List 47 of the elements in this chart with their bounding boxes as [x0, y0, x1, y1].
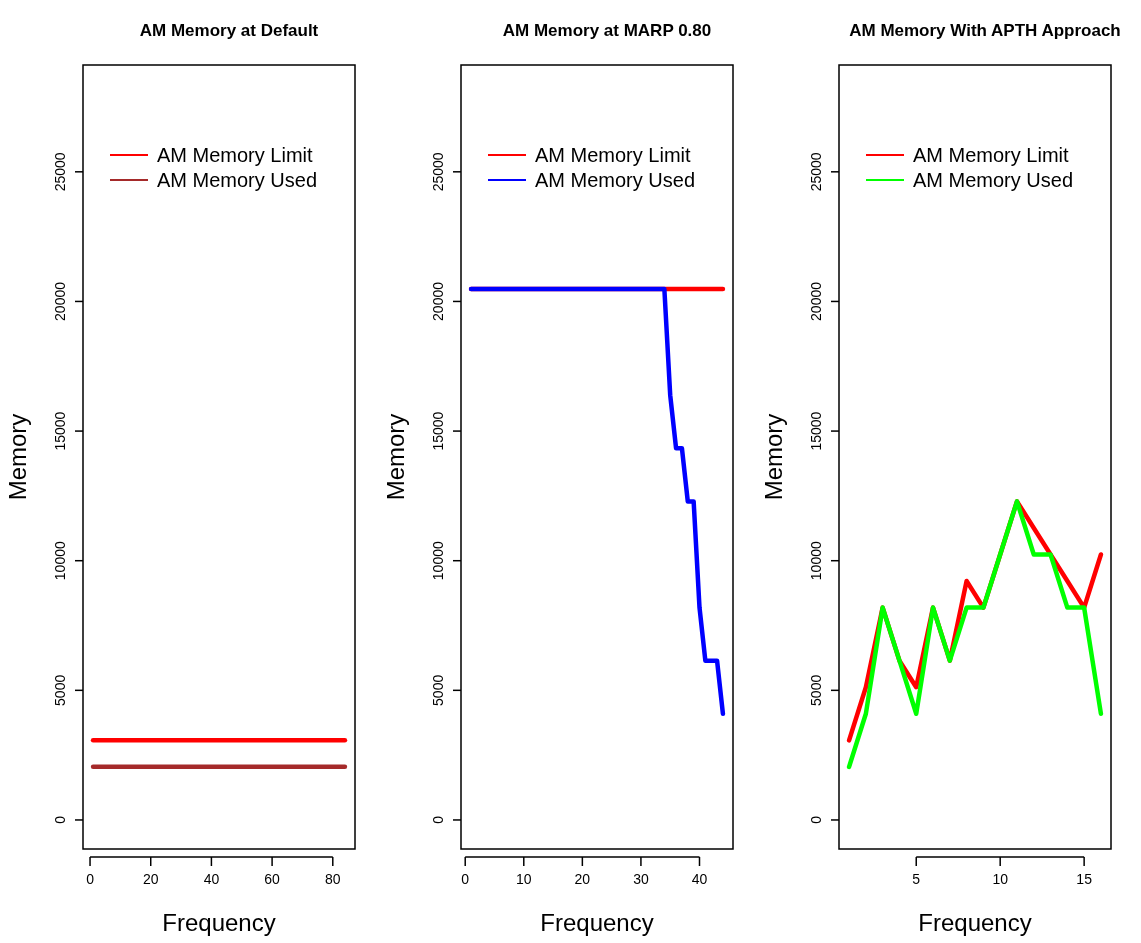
chart-title: AM Memory at Default: [139, 21, 319, 40]
x-tick-label: 0: [86, 871, 95, 887]
x-tick-label: 60: [264, 871, 281, 887]
y-tick-label: 5000: [430, 674, 446, 706]
x-tick-label: 10: [516, 871, 532, 887]
x-tick-label: 30: [633, 871, 649, 887]
x-axis-title: Frequency: [162, 909, 276, 936]
y-tick-label: 5000: [808, 674, 824, 706]
x-axis-title: Frequency: [918, 909, 1032, 936]
legend-label: AM Memory Used: [535, 169, 696, 191]
x-tick-label: 15: [1076, 871, 1093, 887]
legend-label: AM Memory Used: [913, 169, 1074, 191]
x-tick-label: 20: [574, 871, 591, 887]
legend-label: AM Memory Limit: [913, 144, 1070, 166]
x-axis-title: Frequency: [540, 909, 654, 936]
y-tick-label: 20000: [52, 281, 68, 321]
y-tick-label: 15000: [430, 411, 446, 451]
y-tick-label: 20000: [430, 281, 446, 321]
legend-label: AM Memory Limit: [535, 144, 692, 166]
x-tick-label: 10: [992, 871, 1009, 887]
y-axis-title: Memory: [382, 413, 409, 501]
y-tick-label: 15000: [52, 411, 68, 451]
y-tick-label: 25000: [808, 152, 824, 192]
x-tick-label: 0: [461, 871, 470, 887]
y-tick-label: 15000: [808, 411, 824, 451]
y-tick-label: 0: [808, 815, 824, 824]
y-axis-title: Memory: [760, 413, 787, 501]
chart-title: AM Memory at MARP 0.80: [502, 21, 712, 40]
legend-label: AM Memory Used: [157, 169, 318, 191]
y-tick-label: 5000: [52, 674, 68, 706]
y-tick-label: 20000: [808, 281, 824, 321]
y-axis-title: Memory: [4, 413, 31, 501]
legend-label: AM Memory Limit: [157, 144, 314, 166]
y-tick-label: 0: [430, 815, 446, 824]
chart-title: AM Memory With APTH Approach: [849, 21, 1121, 40]
y-tick-label: 25000: [52, 152, 68, 192]
x-tick-label: 20: [142, 871, 159, 887]
line-series: [468, 286, 726, 717]
x-tick-label: 5: [912, 871, 921, 887]
y-tick-label: 10000: [808, 541, 824, 581]
y-tick-label: 10000: [52, 541, 68, 581]
x-tick-label: 40: [203, 871, 220, 887]
x-tick-label: 40: [691, 871, 708, 887]
y-tick-label: 10000: [430, 541, 446, 581]
y-tick-label: 0: [52, 815, 68, 824]
x-tick-label: 80: [325, 871, 341, 887]
y-tick-label: 25000: [430, 152, 446, 192]
